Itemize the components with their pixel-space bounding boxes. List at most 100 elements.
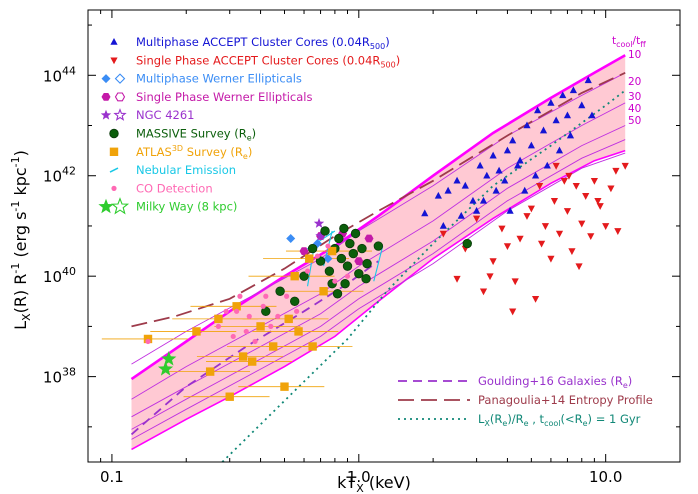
legend-curve-label: LX(Re)/Re , tcool(<Re) = 1 Gyr [478,412,641,428]
legend-item: Single Phase Werner Ellipticals [101,90,312,104]
data-point [462,238,472,249]
legend-label: Single Phase Werner Ellipticals [136,90,312,104]
legend-label: MASSIVE Survey (Re) [136,127,256,143]
legend-marker [110,38,118,45]
data-point [516,156,524,164]
legend-marker-open [110,197,130,215]
legend-marker [109,128,119,139]
data-point [319,287,328,296]
data-point [602,223,610,230]
data-point [560,177,568,185]
data-point [334,233,344,244]
data-point [161,351,177,366]
data-point [453,275,461,283]
data-point [345,238,355,249]
data-point [354,257,364,265]
data-point [552,116,560,124]
data-point [205,367,215,376]
x-axis-label: kTX (keV) [337,473,411,494]
data-point [361,273,371,284]
legend-marker-open [114,92,126,102]
data-point [315,256,326,266]
data-point [569,86,577,94]
data-point [444,186,452,194]
legend-label: Nebular Emission [136,163,236,177]
data-point [555,230,564,238]
legend-marker [100,109,112,120]
data-point [531,295,540,303]
legend-marker [110,57,118,65]
data-point [290,271,299,281]
series-bigstar [158,351,177,376]
tcool-label: 20 [628,76,641,88]
data-point [304,268,311,274]
data-point [509,308,517,316]
data-point [439,230,447,238]
data-point [268,323,274,329]
data-point [225,392,234,401]
data-point [527,141,535,149]
data-point [472,215,481,223]
data-point [539,126,548,134]
data-point [308,342,317,351]
legend-label: NGC 4261 [136,108,194,122]
legend-item: Milky Way (8 kpc) [98,197,237,215]
data-point [547,98,555,106]
data-point [261,306,271,317]
legend-marker [101,74,111,84]
data-point [563,111,572,119]
tcool-label: 50 [628,115,641,127]
data-point [552,162,560,170]
legend-item: NGC 4261 [100,108,194,122]
tcool-label: 40 [628,103,641,115]
data-point [550,198,559,205]
y-tick-label: 1044 [43,64,76,85]
data-point [313,217,325,228]
data-point [246,313,252,319]
tcool-1gyr-curve [221,89,626,462]
series-star [313,217,326,241]
data-point [336,253,347,264]
x-tick-label: 1.0 [347,468,371,486]
data-point [527,205,535,213]
data-point [243,328,249,335]
data-point [523,213,531,220]
data-point [362,258,372,269]
tcool-label: 30 [628,91,641,103]
data-point [434,191,442,199]
data-point [498,225,506,233]
data-point [305,254,314,263]
tcool-ratio-line [131,102,626,400]
data-point [238,352,248,361]
x-tick-label: 0.1 [100,468,124,486]
data-point [489,258,497,266]
data-point [541,223,550,230]
data-point [559,91,567,99]
legend-marker [109,147,119,156]
legend-item: MASSIVE Survey (Re) [109,127,256,143]
data-point [469,196,477,204]
data-point [479,196,488,204]
data-point [501,176,509,184]
data-point [252,338,258,345]
legend-marker [109,167,119,173]
data-point [275,313,281,319]
legend-marker [98,198,114,214]
data-point [514,161,522,169]
data-point [294,308,300,314]
legend-curve-item: LX(Re)/Re , tcool(<Re) = 1 Gyr [398,412,641,428]
data-point [506,206,514,214]
data-point [489,151,497,159]
data-point [256,322,265,331]
data-point [578,101,586,109]
legend-item: CO Detection [111,181,213,195]
data-point [263,293,269,299]
tcool-ratio-line [131,139,626,430]
data-point [476,161,484,169]
data-point [531,171,540,179]
data-point [503,146,512,154]
legend-curve-label: Panagoulia+14 Entropy Profile [478,393,653,407]
data-point [587,233,595,240]
data-point [357,243,367,254]
